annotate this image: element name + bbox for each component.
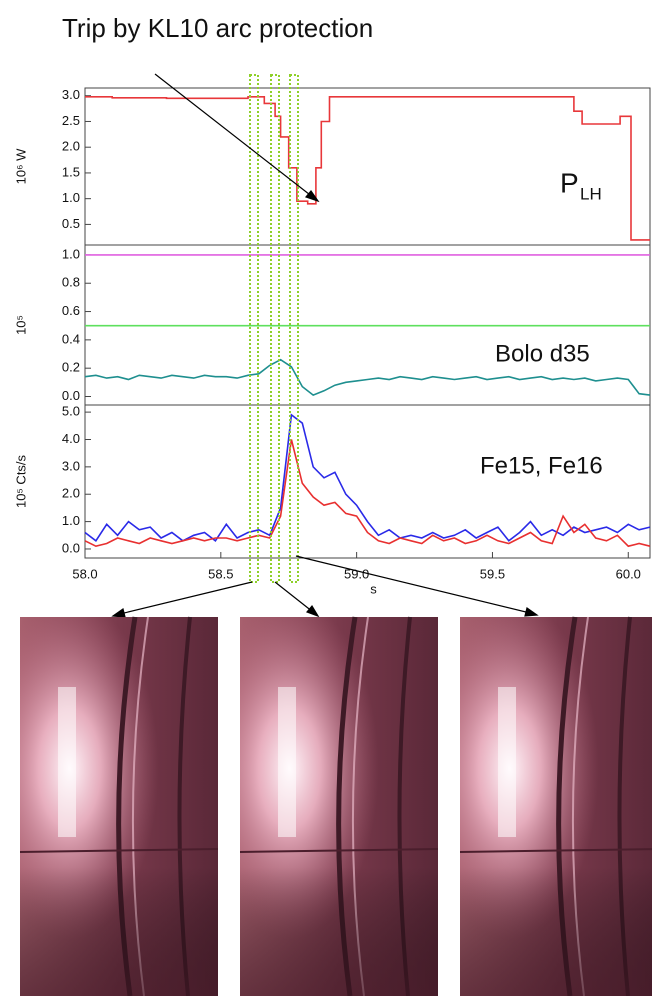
x-tick-label: 60.0 [616, 566, 641, 581]
y-tick-label: 1.0 [62, 513, 80, 528]
series-line [84, 439, 651, 548]
annotation: Bolo d35 [495, 340, 590, 367]
y-axis-label: 10⁶ W [13, 148, 28, 184]
y-tick-label: 0.0 [62, 388, 80, 403]
arrows [111, 73, 539, 618]
annotation-sub: LH [580, 184, 602, 203]
plot-frame [84, 404, 651, 559]
y-tick-label: 4.0 [62, 431, 80, 446]
y-tick-label: 0.0 [62, 540, 80, 555]
x-tick-label: 58.5 [208, 566, 233, 581]
y-tick-label: 0.5 [62, 216, 80, 231]
x-tick-label: 59.5 [480, 566, 505, 581]
y-tick-label: 3.0 [62, 458, 80, 473]
x-axis-label: s [370, 581, 377, 596]
plots: 0.5 1.0 1.5 2.0 2.5 3.0 10⁶ W P LH 0.0 0.2 0.4 0.6 0.… [13, 87, 651, 596]
series-line [84, 358, 651, 397]
series-line [85, 96, 650, 241]
annotation: P [560, 167, 579, 198]
y-axis-label: 10⁵ [13, 315, 28, 335]
annotation: Fe15, Fe16 [480, 452, 603, 479]
y-tick-label: 2.5 [62, 113, 80, 128]
y-tick-label: 0.6 [62, 303, 80, 318]
y-tick-label: 1.0 [62, 190, 80, 205]
x-tick-label: 58.0 [72, 566, 97, 581]
y-tick-label: 2.0 [62, 486, 80, 501]
y-tick-label: 0.8 [62, 275, 80, 290]
figure-title: Trip by KL10 arc protection [62, 13, 373, 43]
y-tick-label: 0.4 [62, 331, 80, 346]
series-line [84, 413, 651, 542]
y-tick-label: 2.0 [62, 139, 80, 154]
x-tick-label: 59.0 [344, 566, 369, 581]
y-tick-label: 5.0 [62, 404, 80, 419]
time-windows [249, 74, 299, 583]
y-tick-label: 1.5 [62, 164, 80, 179]
y-tick-label: 1.0 [62, 246, 80, 261]
camera-images [20, 617, 652, 996]
y-axis-label: 10⁵ Cts/s [13, 454, 28, 508]
y-tick-label: 0.2 [62, 360, 80, 375]
y-tick-label: 3.0 [62, 87, 80, 102]
